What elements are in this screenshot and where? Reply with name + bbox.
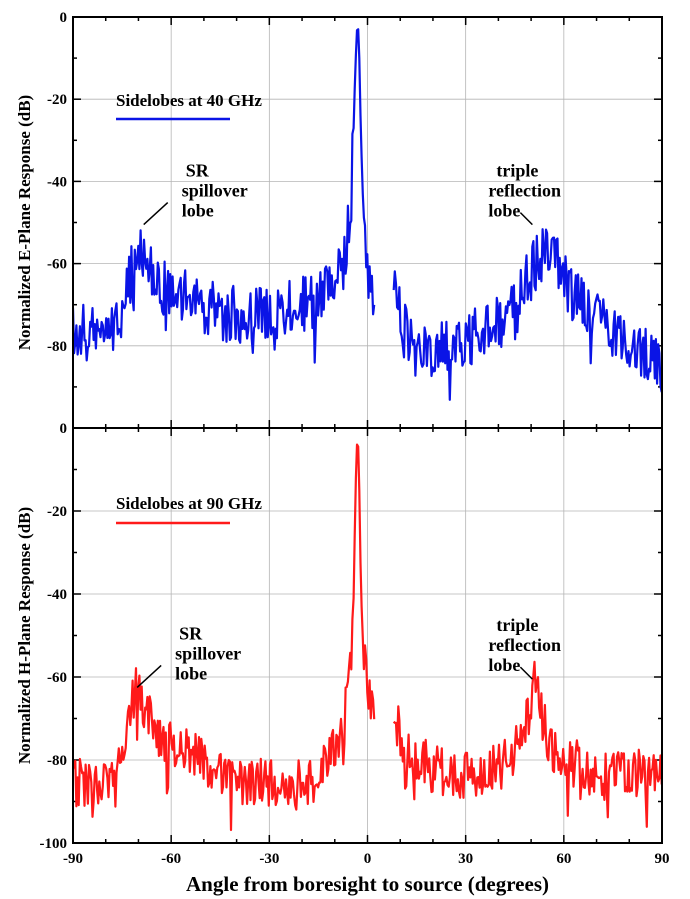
y-tick-label: -20 — [47, 504, 67, 520]
y-tick-label: -100 — [40, 836, 68, 852]
y-tick-label: -80 — [47, 339, 67, 355]
series-line — [73, 28, 662, 401]
annotation-line: SR — [186, 161, 210, 181]
annotation-line: spillover — [175, 643, 241, 663]
x-tick-label: 0 — [364, 851, 372, 867]
x-tick-label: 60 — [556, 851, 571, 867]
legend-label: Sidelobes at 90 GHz — [116, 494, 262, 513]
x-tick-label: 90 — [655, 851, 670, 867]
y-tick-label: -60 — [47, 670, 67, 686]
annotation-text: SR spillover lobe — [175, 623, 241, 683]
annotation-line: lobe — [488, 201, 520, 221]
annotation-line: SR — [179, 623, 203, 643]
panel-bottom: -100 -80 -60 -40 -20 0 -90 -60 -30 0 30 60 90 Angle f… — [15, 421, 670, 896]
y-axis-title: Normalized H-Plane Response (dB) — [15, 507, 34, 764]
annotation-leader — [519, 666, 533, 680]
x-tick-label: -60 — [161, 851, 181, 867]
annotation-line: lobe — [175, 663, 207, 683]
annotation-line: lobe — [182, 201, 214, 221]
annotation-leader — [136, 664, 162, 689]
y-tick-label: -40 — [47, 587, 67, 603]
annotation-line: reflection — [488, 635, 561, 655]
x-tick-label: -30 — [259, 851, 279, 867]
panel-top: -80 -60 -40 -20 0 Normalized E-Plane Response… — [15, 10, 663, 429]
y-axis-title: Normalized E-Plane Response (dB) — [15, 95, 34, 350]
annotation-leader — [143, 202, 169, 226]
y-tick-label: 0 — [60, 10, 68, 26]
annotation-line: reflection — [488, 181, 561, 201]
y-tick-label: 0 — [60, 421, 68, 437]
annotation-line: triple — [496, 615, 538, 635]
y-tick-label: -40 — [47, 174, 67, 190]
x-tick-label: -90 — [63, 851, 83, 867]
plot-frame — [72, 427, 663, 844]
y-tick-label: -60 — [47, 257, 67, 273]
legend-label: Sidelobes at 40 GHz — [116, 91, 262, 110]
x-axis-title: Angle from boresight to source (degrees) — [186, 872, 549, 896]
annotation-line: triple — [496, 161, 538, 181]
y-tick-label: -80 — [47, 753, 67, 769]
annotation-line: spillover — [182, 181, 248, 201]
x-tick-label: 30 — [458, 851, 473, 867]
annotation-text: triple reflection lobe — [488, 615, 561, 675]
annotation-leader — [519, 212, 533, 226]
annotation-line: lobe — [488, 655, 520, 675]
y-tick-label: -20 — [47, 92, 67, 108]
annotation-text: SR spillover lobe — [182, 161, 248, 221]
series-line — [73, 443, 662, 832]
annotation-text: triple reflection lobe — [488, 161, 561, 221]
